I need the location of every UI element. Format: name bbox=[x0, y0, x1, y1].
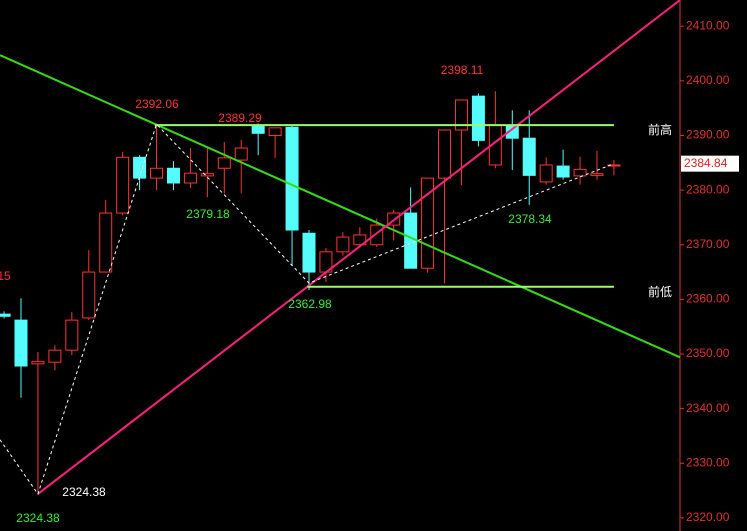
last-price: 2384.84 bbox=[684, 156, 728, 170]
annotation: 2389.29 bbox=[218, 111, 262, 125]
annotation: 2378.34 bbox=[508, 212, 552, 226]
candle-body bbox=[0, 313, 11, 317]
candle-body bbox=[522, 137, 536, 176]
candle-body bbox=[302, 232, 316, 273]
candle-body bbox=[556, 165, 570, 178]
trend-line bbox=[37, 0, 681, 495]
candle-body bbox=[438, 129, 452, 179]
candle-body bbox=[607, 164, 621, 167]
candle-body bbox=[573, 168, 587, 177]
candle-body bbox=[251, 125, 265, 134]
candle-body bbox=[285, 126, 299, 231]
candle-body bbox=[31, 361, 45, 365]
annotation: 15 bbox=[0, 269, 11, 283]
candle-body bbox=[14, 319, 28, 367]
candle-body bbox=[217, 157, 231, 169]
candle-body bbox=[404, 212, 418, 269]
candle-body bbox=[48, 349, 62, 363]
candle-body bbox=[116, 156, 130, 214]
annotation: 2324.38 bbox=[62, 485, 106, 499]
candle-body bbox=[99, 212, 113, 273]
price-box bbox=[681, 155, 739, 172]
annotation: 前高 bbox=[648, 122, 672, 137]
y-tick-label: 2380.00 bbox=[686, 182, 730, 196]
candle-body bbox=[454, 99, 468, 131]
annotation: 2379.18 bbox=[186, 207, 230, 221]
candle-body bbox=[234, 147, 248, 161]
y-tick-label: 2360.00 bbox=[686, 292, 730, 306]
candle-body bbox=[65, 319, 79, 351]
candle-body bbox=[183, 172, 197, 184]
y-tick-label: 2330.00 bbox=[686, 455, 730, 469]
y-tick-label: 2390.00 bbox=[686, 128, 730, 142]
candle-body bbox=[471, 95, 485, 141]
candle-body bbox=[82, 271, 96, 319]
y-tick-label: 2340.00 bbox=[686, 401, 730, 415]
candle-body bbox=[268, 127, 282, 136]
annotation: 2362.98 bbox=[288, 297, 332, 311]
y-tick-label: 2370.00 bbox=[686, 237, 730, 251]
candle-body bbox=[353, 234, 367, 246]
y-tick-label: 2350.00 bbox=[686, 346, 730, 360]
y-tick-label: 2410.00 bbox=[686, 18, 730, 32]
candle-body bbox=[590, 173, 604, 176]
candle-body bbox=[336, 236, 350, 253]
candle-body bbox=[150, 167, 164, 179]
candle-body bbox=[370, 224, 384, 246]
candle-body bbox=[200, 173, 214, 177]
y-tick-label: 2400.00 bbox=[686, 73, 730, 87]
annotation: 前低 bbox=[648, 284, 672, 299]
annotation: 2398.11 bbox=[441, 63, 484, 77]
candle-body bbox=[539, 164, 553, 183]
candle-body bbox=[133, 156, 147, 179]
annotation: 2324.38 bbox=[16, 511, 60, 525]
trend-line bbox=[0, 123, 615, 496]
candle-body bbox=[166, 167, 180, 184]
y-tick-label: 2320.00 bbox=[686, 510, 730, 524]
trend-line bbox=[0, 54, 681, 359]
annotation: 2392.06 bbox=[135, 97, 179, 111]
